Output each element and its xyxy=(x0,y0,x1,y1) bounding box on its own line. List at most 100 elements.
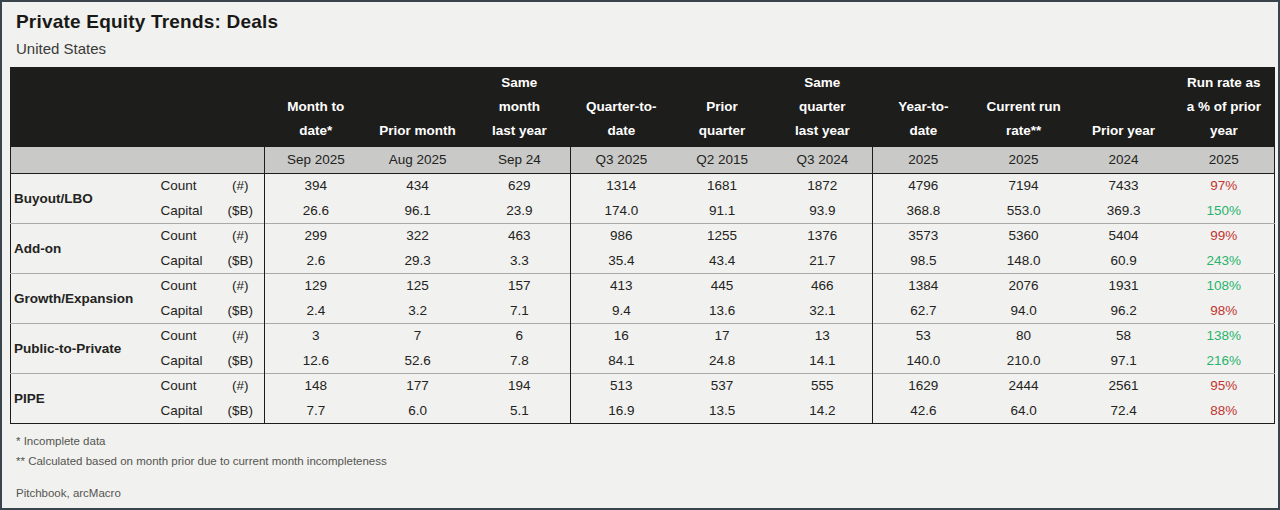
value-cell: 555 xyxy=(773,373,873,398)
run-rate-pct-cell: 243% xyxy=(1174,248,1275,273)
run-rate-pct-cell: 98% xyxy=(1174,298,1275,323)
value-cell: 5360 xyxy=(974,223,1074,248)
value-cell: 84.1 xyxy=(571,348,672,373)
value-cell: 42.6 xyxy=(873,398,974,423)
value-cell: 1376 xyxy=(773,223,873,248)
value-cell: 445 xyxy=(672,273,773,298)
metric-label: Capital xyxy=(159,248,217,273)
value-cell: 7.7 xyxy=(265,398,367,423)
value-cell: 210.0 xyxy=(974,348,1074,373)
metric-label: Count xyxy=(159,223,217,248)
col-header-run-rate-pct: Run rate as a % of prior year xyxy=(1174,67,1275,147)
category-label: Public-to-Private xyxy=(11,323,159,373)
value-cell: 14.2 xyxy=(773,398,873,423)
table-row: Add-onCount(#)29932246398612551376357353… xyxy=(11,223,1275,248)
value-cell: 1255 xyxy=(672,223,773,248)
col-header-quarter-to-date: Quarter-to- date xyxy=(571,67,672,147)
value-cell: 98.5 xyxy=(873,248,974,273)
value-cell: 96.1 xyxy=(367,198,469,223)
period-aug-2025: Aug 2025 xyxy=(367,147,469,173)
value-cell: 7.1 xyxy=(469,298,571,323)
value-cell: 194 xyxy=(469,373,571,398)
value-cell: 466 xyxy=(773,273,873,298)
run-rate-pct-cell: 150% xyxy=(1174,198,1275,223)
metric-label: Count xyxy=(159,373,217,398)
metric-label: Capital xyxy=(159,348,217,373)
value-cell: 3.2 xyxy=(367,298,469,323)
value-cell: 26.6 xyxy=(265,198,367,223)
value-cell: 7.8 xyxy=(469,348,571,373)
run-rate-pct-cell: 88% xyxy=(1174,398,1275,423)
value-cell: 93.9 xyxy=(773,198,873,223)
value-cell: 32.1 xyxy=(773,298,873,323)
metric-label: Capital xyxy=(159,198,217,223)
table-row: PIPECount(#)1481771945135375551629244425… xyxy=(11,373,1275,398)
value-cell: 1314 xyxy=(571,173,672,198)
unit-label: (#) xyxy=(217,323,265,348)
value-cell: 394 xyxy=(265,173,367,198)
title-block: Private Equity Trends: Deals United Stat… xyxy=(2,2,1278,57)
unit-label: (#) xyxy=(217,173,265,198)
value-cell: 91.1 xyxy=(672,198,773,223)
value-cell: 12.6 xyxy=(265,348,367,373)
value-cell: 125 xyxy=(367,273,469,298)
footnote-run-rate-calc: ** Calculated based on month prior due t… xyxy=(16,455,1264,467)
value-cell: 140.0 xyxy=(873,348,974,373)
value-cell: 177 xyxy=(367,373,469,398)
value-cell: 13.5 xyxy=(672,398,773,423)
value-cell: 52.6 xyxy=(367,348,469,373)
value-cell: 4796 xyxy=(873,173,974,198)
value-cell: 14.1 xyxy=(773,348,873,373)
run-rate-pct-cell: 108% xyxy=(1174,273,1275,298)
value-cell: 629 xyxy=(469,173,571,198)
value-cell: 6 xyxy=(469,323,571,348)
value-cell: 23.9 xyxy=(469,198,571,223)
period-label-spacer xyxy=(11,147,265,173)
value-cell: 17 xyxy=(672,323,773,348)
value-cell: 7194 xyxy=(974,173,1074,198)
value-cell: 35.4 xyxy=(571,248,672,273)
table-header-row: Month to date* Prior month Same month la… xyxy=(11,67,1275,147)
period-sep-2025: Sep 2025 xyxy=(265,147,367,173)
run-rate-pct-cell: 138% xyxy=(1174,323,1275,348)
value-cell: 1681 xyxy=(672,173,773,198)
run-rate-pct-cell: 99% xyxy=(1174,223,1275,248)
value-cell: 3.3 xyxy=(469,248,571,273)
category-label: Growth/Expansion xyxy=(11,273,159,323)
unit-label: ($B) xyxy=(217,198,265,223)
run-rate-pct-cell: 97% xyxy=(1174,173,1275,198)
value-cell: 5404 xyxy=(1074,223,1174,248)
value-cell: 322 xyxy=(367,223,469,248)
value-cell: 3573 xyxy=(873,223,974,248)
value-cell: 3 xyxy=(265,323,367,348)
value-cell: 72.4 xyxy=(1074,398,1174,423)
footnotes: * Incomplete data ** Calculated based on… xyxy=(16,435,1264,499)
value-cell: 60.9 xyxy=(1074,248,1174,273)
col-header-current-run-rate: Current run rate** xyxy=(974,67,1074,147)
value-cell: 43.4 xyxy=(672,248,773,273)
value-cell: 16.9 xyxy=(571,398,672,423)
value-cell: 7433 xyxy=(1074,173,1174,198)
value-cell: 64.0 xyxy=(974,398,1074,423)
value-cell: 13.6 xyxy=(672,298,773,323)
value-cell: 80 xyxy=(974,323,1074,348)
value-cell: 16 xyxy=(571,323,672,348)
period-prior-year-2024: 2024 xyxy=(1074,147,1174,173)
pe-deals-table: Month to date* Prior month Same month la… xyxy=(10,67,1275,424)
value-cell: 58 xyxy=(1074,323,1174,348)
value-cell: 5.1 xyxy=(469,398,571,423)
value-cell: 986 xyxy=(571,223,672,248)
table-row: Public-to-PrivateCount(#)376161713538058… xyxy=(11,323,1275,348)
unit-label: ($B) xyxy=(217,398,265,423)
value-cell: 434 xyxy=(367,173,469,198)
run-rate-pct-cell: 95% xyxy=(1174,373,1275,398)
run-rate-pct-cell: 216% xyxy=(1174,348,1275,373)
table-row: Capital($B)2.43.27.19.413.632.162.794.09… xyxy=(11,298,1275,323)
value-cell: 53 xyxy=(873,323,974,348)
unit-label: ($B) xyxy=(217,248,265,273)
value-cell: 7 xyxy=(367,323,469,348)
value-cell: 129 xyxy=(265,273,367,298)
period-run-rate-pct-2025: 2025 xyxy=(1174,147,1275,173)
period-q3-2024: Q3 2024 xyxy=(773,147,873,173)
category-label: Buyout/LBO xyxy=(11,173,159,223)
